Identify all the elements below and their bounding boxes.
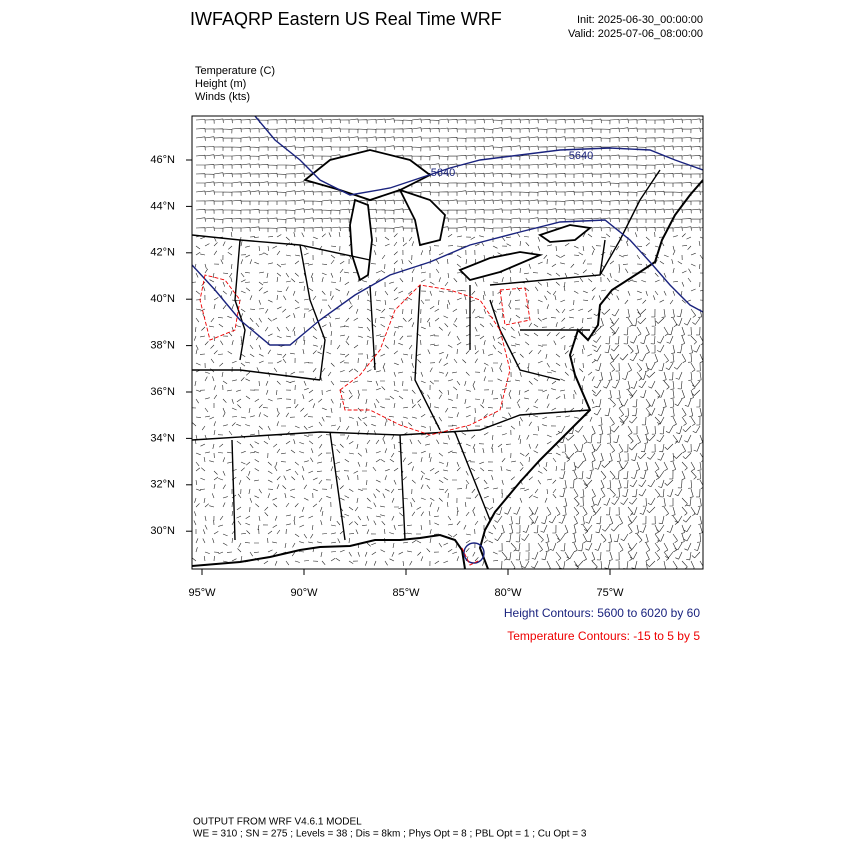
valid-time: Valid: 2025-07-06_08:00:00 <box>568 28 703 40</box>
longitude-label: 75°W <box>596 587 624 599</box>
init-time: Init: 2025-06-30_00:00:00 <box>577 14 703 26</box>
field-label: Temperature (C) <box>195 65 275 77</box>
latitude-label: 46°N <box>150 154 175 166</box>
latitude-label: 40°N <box>150 293 175 305</box>
longitude-label: 80°W <box>494 587 522 599</box>
axes: 46°N 44°N 42°N 40°N 38°N 36°N 34°N 32°N 30°N 95°W… <box>150 154 624 599</box>
contours <box>192 116 703 566</box>
latitude-label: 34°N <box>150 432 175 444</box>
footer-line: WE = 310 ; SN = 275 ; Levels = 38 ; Dis … <box>193 829 587 840</box>
contour-label: 5640 <box>569 150 593 162</box>
longitude-label: 90°W <box>290 587 318 599</box>
latitude-label: 42°N <box>150 247 175 259</box>
temperature-contour <box>199 274 531 566</box>
footer-line: OUTPUT FROM WRF V4.6.1 MODEL <box>193 817 362 828</box>
longitude-label: 95°W <box>188 587 216 599</box>
contour-label: 5640 <box>431 167 455 179</box>
coastline <box>192 179 703 569</box>
state-borders <box>192 169 661 541</box>
temperature-legend: Temperature Contours: -15 to 5 by 5 <box>507 629 700 643</box>
height-contour <box>463 542 485 564</box>
latitude-label: 30°N <box>150 525 175 537</box>
latitude-label: 36°N <box>150 386 175 398</box>
wind-barbs <box>192 118 703 569</box>
longitude-label: 85°W <box>392 587 420 599</box>
map-frame <box>191 115 704 570</box>
height-contour <box>254 116 703 196</box>
field-label: Height (m) <box>195 78 246 90</box>
latitude-label: 38°N <box>150 340 175 352</box>
wind-barb <box>192 118 703 569</box>
field-label: Winds (kts) <box>195 91 250 103</box>
map-area: 5640 5640 <box>192 116 703 569</box>
height-contour <box>192 219 703 346</box>
height-legend: Height Contours: 5600 to 6020 by 60 <box>504 606 700 620</box>
title: IWFAQRP Eastern US Real Time WRF <box>190 9 502 29</box>
latitude-label: 32°N <box>150 479 175 491</box>
latitude-label: 44°N <box>150 200 175 212</box>
